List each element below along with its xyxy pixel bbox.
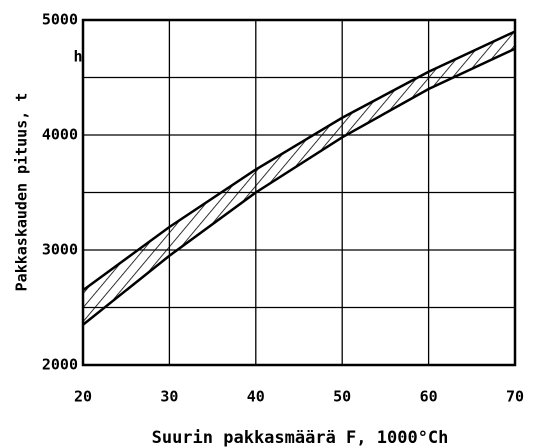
x-tick-label: 50 bbox=[333, 388, 351, 406]
plot-frame bbox=[81, 18, 517, 367]
y-unit: h bbox=[73, 48, 82, 66]
x-tick-label: 30 bbox=[160, 388, 178, 406]
y-tick-label: 5000 bbox=[42, 11, 78, 29]
band-edge bbox=[82, 47, 516, 326]
y-tick-label: 2000 bbox=[42, 356, 78, 374]
x-tick-label: 60 bbox=[420, 388, 438, 406]
band-hatch bbox=[83, 31, 515, 325]
x-axis-label: Suurin pakkasmäärä F, 1000°Ch bbox=[152, 428, 449, 448]
x-tick-label: 20 bbox=[74, 388, 92, 406]
band-edge bbox=[82, 30, 516, 292]
y-tick-label: 3000 bbox=[42, 241, 78, 259]
y-tick-label: 4000 bbox=[42, 126, 78, 144]
x-tick-label: 40 bbox=[247, 388, 265, 406]
y-axis-label: Pakkaskauden pituus, t bbox=[13, 93, 31, 292]
x-tick-label: 70 bbox=[506, 388, 524, 406]
